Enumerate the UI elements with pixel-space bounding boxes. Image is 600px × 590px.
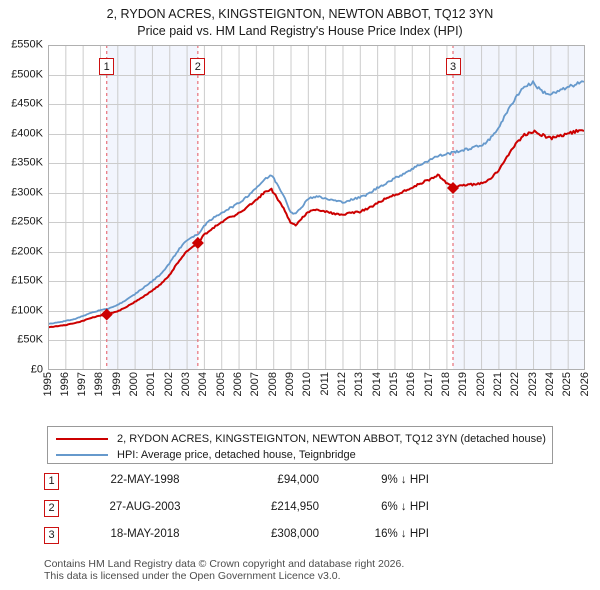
x-axis-tick-label: 2007: [249, 372, 262, 397]
chart-series-line: [48, 80, 585, 325]
chart-legend: 2, RYDON ACRES, KINGSTEIGNTON, NEWTON AB…: [47, 426, 553, 464]
y-axis-tick-label: £50K: [17, 333, 43, 346]
y-axis-tick-label: £350K: [11, 156, 43, 169]
x-axis-labels: 1995 1996 1997 1998 1999 2000 2001 2002 2003 2004…: [0, 372, 600, 416]
y-axis-labels: £0 £50K £100K £150K £200K £250K £300K £350K £400…: [0, 39, 46, 375]
title-line-2: Price paid vs. HM Land Registry's House …: [137, 24, 463, 38]
sale-marker-badge[interactable]: 2: [190, 58, 206, 75]
x-axis-tick-label: 2017: [422, 372, 435, 397]
y-axis-tick-label: £100K: [11, 304, 43, 317]
y-axis-tick-label: £200K: [11, 245, 43, 258]
x-axis-tick-label: 1999: [110, 372, 123, 397]
x-axis-tick-label: 2022: [509, 372, 522, 397]
sale-date: 18-MAY-2018: [110, 528, 180, 540]
plot-border: [48, 45, 585, 370]
sale-date: 27-AUG-2003: [109, 501, 181, 513]
x-axis-tick-label: 1996: [58, 372, 71, 397]
footer-attribution: Contains HM Land Registry data © Crown c…: [44, 558, 564, 582]
x-axis-tick-label: 2001: [145, 372, 158, 397]
legend-label: HPI: Average price, detached house, Teig…: [117, 449, 356, 461]
sales-history-table: 1 22-MAY-1998 £94,000 9% ↓ HPI 2 27-AUG-2003 £…: [44, 471, 464, 552]
x-axis-tick-label: 2006: [232, 372, 245, 397]
footer-line-2: This data is licensed under the Open Gov…: [44, 570, 341, 582]
legend-color-swatch: [56, 438, 108, 440]
sale-hpi-delta: 16% ↓ HPI: [374, 528, 429, 540]
x-axis-tick-label: 2009: [284, 372, 297, 397]
y-axis-tick-label: £250K: [11, 215, 43, 228]
x-axis-tick-label: 2011: [318, 372, 331, 396]
x-axis-tick-label: 2003: [180, 372, 193, 397]
x-axis-tick-label: 2026: [578, 372, 591, 397]
x-axis-tick-label: 2008: [266, 372, 279, 397]
x-axis-tick-label: 2005: [214, 372, 227, 397]
sale-marker-point[interactable]: [191, 236, 204, 249]
table-row[interactable]: 2 27-AUG-2003 £214,950 6% ↓ HPI: [44, 498, 464, 525]
x-axis-tick-label: 2023: [526, 372, 539, 397]
table-row[interactable]: 1 22-MAY-1998 £94,000 9% ↓ HPI: [44, 471, 464, 498]
sale-marker-point[interactable]: [100, 308, 113, 321]
x-axis-tick-label: 2019: [457, 372, 470, 397]
sale-date: 22-MAY-1998: [110, 474, 180, 486]
x-axis-tick-label: 2018: [439, 372, 452, 397]
sale-price: £214,950: [271, 501, 319, 513]
x-axis-tick-label: 1997: [76, 372, 89, 397]
y-axis-tick-label: £550K: [11, 38, 43, 51]
y-axis-tick-label: £300K: [11, 186, 43, 199]
legend-item: HPI: Average price, detached house, Teig…: [48, 447, 552, 463]
chart-shaded-band: [453, 45, 585, 370]
legend-label: 2, RYDON ACRES, KINGSTEIGNTON, NEWTON AB…: [117, 433, 546, 445]
sale-marker-point[interactable]: [447, 182, 460, 194]
footer-line-1: Contains HM Land Registry data © Crown c…: [44, 558, 405, 570]
x-axis-tick-label: 2016: [405, 372, 418, 397]
y-axis-tick-label: £500K: [11, 68, 43, 81]
sale-marker-badge[interactable]: 1: [99, 58, 115, 75]
title-line-1: 2, RYDON ACRES, KINGSTEIGNTON, NEWTON AB…: [106, 7, 494, 21]
sale-price: £94,000: [277, 474, 319, 486]
x-axis-tick-label: 2013: [353, 372, 366, 397]
x-axis-tick-label: 2010: [301, 372, 314, 397]
sale-price: £308,000: [271, 528, 319, 540]
x-axis-tick-label: 2025: [561, 372, 574, 397]
y-axis-tick-label: £150K: [11, 274, 43, 287]
y-axis-tick-label: £400K: [11, 127, 43, 140]
chart-series-line: [48, 128, 585, 329]
x-axis-tick-label: 2021: [491, 372, 504, 397]
sale-marker-badge[interactable]: 3: [445, 58, 461, 75]
x-axis-tick-label: 1998: [93, 372, 106, 397]
sale-row-badge[interactable]: 1: [44, 473, 59, 490]
sale-row-badge[interactable]: 2: [44, 500, 59, 517]
x-axis-tick-label: 1995: [41, 372, 54, 397]
x-axis-tick-label: 2012: [335, 372, 348, 397]
x-axis-tick-label: 2004: [197, 372, 210, 397]
x-axis-tick-label: 2015: [387, 372, 400, 397]
sale-hpi-delta: 6% ↓ HPI: [381, 501, 429, 513]
x-axis-tick-label: 2002: [162, 372, 175, 397]
table-row[interactable]: 3 18-MAY-2018 £308,000 16% ↓ HPI: [44, 525, 464, 552]
sale-hpi-delta: 9% ↓ HPI: [381, 474, 429, 486]
y-axis-tick-label: £0: [30, 363, 43, 376]
chart-plot-svg: [48, 45, 585, 370]
page-title: 2, RYDON ACRES, KINGSTEIGNTON, NEWTON AB…: [0, 6, 600, 40]
x-axis-tick-label: 2014: [370, 372, 383, 397]
x-axis-tick-label: 2020: [474, 372, 487, 397]
legend-item: 2, RYDON ACRES, KINGSTEIGNTON, NEWTON AB…: [48, 431, 552, 447]
legend-color-swatch: [56, 454, 108, 456]
y-axis-tick-label: £450K: [11, 97, 43, 110]
x-axis-tick-label: 2000: [128, 372, 141, 397]
x-axis-tick-label: 2024: [543, 372, 556, 397]
price-history-chart: [48, 45, 585, 370]
sale-row-badge[interactable]: 3: [44, 527, 59, 544]
